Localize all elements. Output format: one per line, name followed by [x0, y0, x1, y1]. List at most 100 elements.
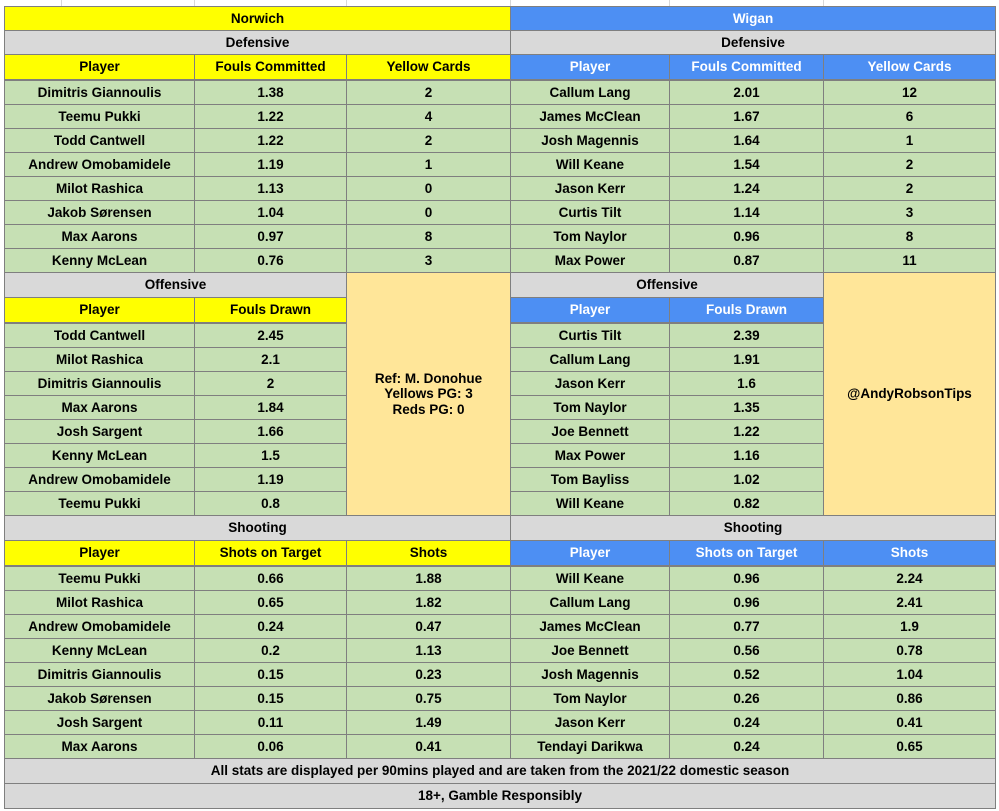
wigan-offensive-player: Tom Naylor [510, 395, 670, 420]
norwich-offensive-value: 1.19 [194, 467, 347, 492]
norwich-offensive-value: 2.1 [194, 347, 347, 372]
norwich-shooting-header: Shots [346, 540, 511, 566]
wigan-defensive-player: Max Power [510, 248, 670, 273]
norwich-offensive-value: 2 [194, 371, 347, 396]
referee-info-line: Yellows PG: 3 [384, 386, 473, 402]
norwich-shooting-player: Josh Sargent [4, 710, 195, 735]
wigan-offensive-player: Callum Lang [510, 347, 670, 372]
norwich-defensive-title: Defensive [4, 30, 511, 55]
norwich-defensive-player: Max Aarons [4, 224, 195, 249]
wigan-shooting-value: 0.86 [823, 686, 996, 711]
wigan-defensive-value: 1.67 [669, 104, 824, 129]
norwich-shooting-player: Andrew Omobamidele [4, 614, 195, 639]
wigan-shooting-header: Shots [823, 540, 996, 566]
norwich-defensive-value: 0.97 [194, 224, 347, 249]
norwich-offensive-player: Andrew Omobamidele [4, 467, 195, 492]
norwich-team-title: Norwich [4, 6, 511, 31]
wigan-shooting-value: 0.77 [669, 614, 824, 639]
wigan-offensive-value: 1.6 [669, 371, 824, 396]
norwich-offensive-player: Max Aarons [4, 395, 195, 420]
norwich-shooting-value: 0.47 [346, 614, 511, 639]
wigan-shooting-player: Jason Kerr [510, 710, 670, 735]
wigan-defensive-player: Curtis Tilt [510, 200, 670, 225]
norwich-shooting-value: 0.06 [194, 734, 347, 759]
wigan-offensive-value: 1.22 [669, 419, 824, 444]
wigan-defensive-value: 12 [823, 80, 996, 105]
wigan-defensive-value: 11 [823, 248, 996, 273]
wigan-defensive-player: Tom Naylor [510, 224, 670, 249]
wigan-offensive-player: Joe Bennett [510, 419, 670, 444]
norwich-defensive-value: 8 [346, 224, 511, 249]
gridline [510, 0, 511, 6]
norwich-offensive-player: Dimitris Giannoulis [4, 371, 195, 396]
norwich-defensive-value: 1.13 [194, 176, 347, 201]
referee-info-line: Ref: M. Donohue [374, 370, 483, 386]
norwich-defensive-player: Jakob Sørensen [4, 200, 195, 225]
norwich-shooting-player: Teemu Pukki [4, 566, 195, 591]
norwich-offensive-header: Fouls Drawn [194, 297, 347, 323]
wigan-offensive-player: Will Keane [510, 491, 670, 516]
wigan-defensive-value: 0.96 [669, 224, 824, 249]
norwich-shooting-header: Player [4, 540, 195, 566]
norwich-shooting-player: Dimitris Giannoulis [4, 662, 195, 687]
norwich-offensive-player: Josh Sargent [4, 419, 195, 444]
norwich-shooting-value: 1.13 [346, 638, 511, 663]
norwich-defensive-value: 1.38 [194, 80, 347, 105]
norwich-defensive-player: Teemu Pukki [4, 104, 195, 129]
wigan-defensive-value: 2.01 [669, 80, 824, 105]
footer-note: All stats are displayed per 90mins playe… [4, 758, 996, 784]
norwich-defensive-value: 0 [346, 176, 511, 201]
norwich-offensive-header: Player [4, 297, 195, 323]
norwich-shooting-value: 0.11 [194, 710, 347, 735]
norwich-defensive-value: 4 [346, 104, 511, 129]
norwich-offensive-player: Todd Cantwell [4, 323, 195, 348]
wigan-shooting-value: 0.56 [669, 638, 824, 663]
wigan-defensive-value: 1.24 [669, 176, 824, 201]
norwich-defensive-value: 3 [346, 248, 511, 273]
wigan-offensive-value: 1.16 [669, 443, 824, 468]
wigan-defensive-value: 1 [823, 128, 996, 153]
norwich-shooting-value: 1.49 [346, 710, 511, 735]
wigan-shooting-value: 0.78 [823, 638, 996, 663]
wigan-defensive-header: Yellow Cards [823, 54, 996, 80]
wigan-defensive-value: 6 [823, 104, 996, 129]
wigan-shooting-header: Shots on Target [669, 540, 824, 566]
wigan-offensive-value: 1.35 [669, 395, 824, 420]
wigan-defensive-value: 1.14 [669, 200, 824, 225]
wigan-defensive-player: James McClean [510, 104, 670, 129]
wigan-shooting-value: 2.24 [823, 566, 996, 591]
wigan-offensive-value: 1.02 [669, 467, 824, 492]
wigan-defensive-value: 1.54 [669, 152, 824, 177]
wigan-defensive-value: 8 [823, 224, 996, 249]
footer-disclaimer: 18+, Gamble Responsibly [4, 783, 996, 809]
norwich-shooting-value: 0.15 [194, 662, 347, 687]
wigan-shooting-title: Shooting [510, 515, 996, 541]
wigan-offensive-header: Fouls Drawn [669, 297, 824, 323]
gridline [61, 0, 62, 6]
norwich-defensive-value: 0 [346, 200, 511, 225]
wigan-shooting-player: Josh Magennis [510, 662, 670, 687]
wigan-shooting-value: 0.26 [669, 686, 824, 711]
wigan-defensive-value: 1.64 [669, 128, 824, 153]
norwich-defensive-player: Milot Rashica [4, 176, 195, 201]
norwich-offensive-value: 1.5 [194, 443, 347, 468]
wigan-shooting-value: 0.41 [823, 710, 996, 735]
wigan-defensive-player: Jason Kerr [510, 176, 670, 201]
norwich-shooting-value: 0.75 [346, 686, 511, 711]
norwich-shooting-header: Shots on Target [194, 540, 347, 566]
norwich-shooting-player: Milot Rashica [4, 590, 195, 615]
norwich-defensive-player: Kenny McLean [4, 248, 195, 273]
wigan-offensive-player: Jason Kerr [510, 371, 670, 396]
wigan-defensive-player: Callum Lang [510, 80, 670, 105]
referee-info-line: Reds PG: 0 [392, 401, 465, 417]
norwich-defensive-header: Player [4, 54, 195, 80]
norwich-shooting-value: 0.66 [194, 566, 347, 591]
wigan-shooting-value: 0.96 [669, 566, 824, 591]
norwich-offensive-value: 0.8 [194, 491, 347, 516]
norwich-shooting-value: 0.2 [194, 638, 347, 663]
norwich-shooting-value: 0.15 [194, 686, 347, 711]
norwich-offensive-player: Teemu Pukki [4, 491, 195, 516]
norwich-defensive-player: Dimitris Giannoulis [4, 80, 195, 105]
norwich-offensive-player: Milot Rashica [4, 347, 195, 372]
norwich-shooting-value: 0.24 [194, 614, 347, 639]
